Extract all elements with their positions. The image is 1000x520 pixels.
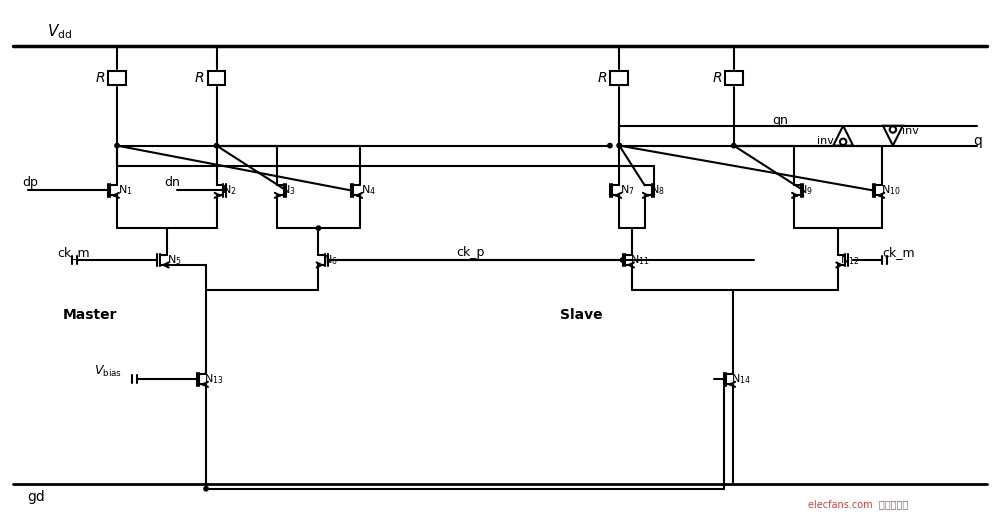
Text: qn: qn — [773, 114, 788, 127]
Text: $R$: $R$ — [597, 71, 608, 85]
Bar — [208, 71, 225, 85]
Text: N$_5$: N$_5$ — [167, 253, 182, 267]
Text: $R$: $R$ — [712, 71, 722, 85]
Text: $R$: $R$ — [95, 71, 105, 85]
Text: N$_9$: N$_9$ — [798, 184, 813, 197]
Text: $R$: $R$ — [194, 71, 205, 85]
Text: dn: dn — [164, 176, 180, 189]
Text: $V_{\rm bias}$: $V_{\rm bias}$ — [94, 364, 122, 379]
Text: inv: inv — [902, 126, 919, 136]
Text: dp: dp — [23, 176, 38, 189]
Text: Slave: Slave — [560, 308, 602, 322]
Text: N$_1$: N$_1$ — [118, 184, 132, 197]
Text: elecfans.com  电子爱好者: elecfans.com 电子爱好者 — [808, 499, 908, 509]
Circle shape — [214, 144, 219, 148]
Bar — [108, 71, 126, 85]
Text: gd: gd — [28, 490, 45, 504]
Text: N$_{11}$: N$_{11}$ — [630, 253, 650, 267]
Circle shape — [620, 258, 625, 262]
Text: N$_8$: N$_8$ — [650, 184, 665, 197]
Text: N$_{13}$: N$_{13}$ — [204, 372, 224, 386]
Text: N$_2$: N$_2$ — [222, 184, 236, 197]
Text: q: q — [974, 134, 982, 148]
Circle shape — [617, 144, 622, 148]
Bar — [725, 71, 743, 85]
Text: N$_6$: N$_6$ — [323, 253, 337, 267]
Text: N$_3$: N$_3$ — [281, 184, 296, 197]
Text: N$_{14}$: N$_{14}$ — [731, 372, 751, 386]
Text: $V_{\rm dd}$: $V_{\rm dd}$ — [47, 22, 73, 41]
Text: N$_{12}$: N$_{12}$ — [840, 253, 860, 267]
Text: N$_4$: N$_4$ — [361, 184, 376, 197]
Circle shape — [115, 144, 119, 148]
Text: N$_7$: N$_7$ — [620, 184, 635, 197]
Circle shape — [316, 226, 321, 230]
Text: ck_p: ck_p — [456, 245, 484, 258]
Text: inv: inv — [817, 136, 834, 146]
Text: ck_m: ck_m — [57, 245, 90, 258]
Text: Master: Master — [62, 308, 117, 322]
Circle shape — [732, 144, 736, 148]
Circle shape — [617, 144, 622, 148]
Circle shape — [204, 487, 208, 491]
Text: ck_m: ck_m — [882, 245, 915, 258]
Bar — [610, 71, 628, 85]
Text: N$_{10}$: N$_{10}$ — [881, 184, 900, 197]
Circle shape — [608, 144, 612, 148]
